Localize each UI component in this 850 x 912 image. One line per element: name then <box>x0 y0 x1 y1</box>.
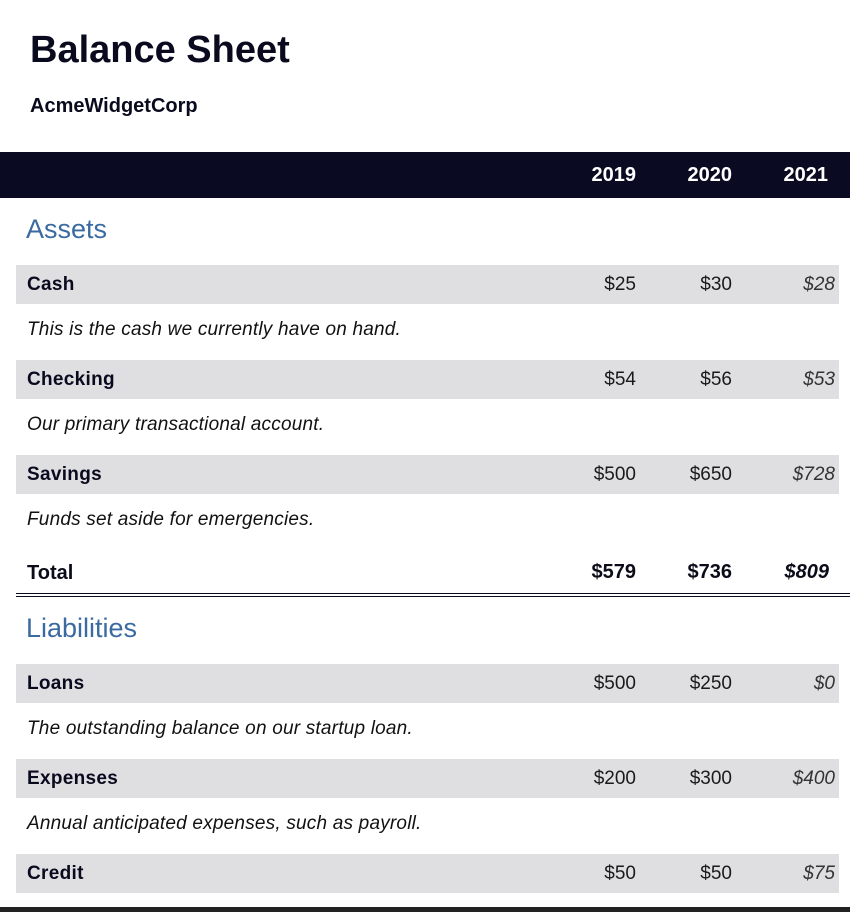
table-row-checking: Checking $54 $56 $53 <box>16 360 839 399</box>
row-value-2021: $0 <box>813 673 835 694</box>
table-row-credit: Credit $50 $50 $75 <box>16 854 839 893</box>
row-value-2020: $250 <box>689 673 732 694</box>
row-value-2019: $50 <box>604 863 636 884</box>
row-value-2019: $54 <box>604 369 636 390</box>
total-value-2019: $579 <box>591 561 637 583</box>
row-label: Checking <box>27 369 115 390</box>
row-value-2019: $200 <box>593 768 636 789</box>
table-row-expenses: Expenses $200 $300 $400 <box>16 759 839 798</box>
row-value-2019: $500 <box>593 464 636 485</box>
row-value-2021: $75 <box>803 863 835 884</box>
company-name: AcmeWidgetCorp <box>30 95 198 117</box>
total-row-assets: Total $579 $736 $809 <box>16 553 850 597</box>
table-row-cash: Cash $25 $30 $28 <box>16 265 839 304</box>
row-value-2020: $650 <box>689 464 732 485</box>
row-label: Credit <box>27 863 84 884</box>
row-value-2021: $53 <box>803 369 835 390</box>
row-description-cash: This is the cash we currently have on ha… <box>27 319 402 340</box>
total-label: Total <box>27 562 74 584</box>
page-title: Balance Sheet <box>30 29 290 71</box>
bottom-border <box>0 907 850 912</box>
row-label: Expenses <box>27 768 119 789</box>
row-value-2019: $25 <box>604 274 636 295</box>
year-header-bar: 2019 2020 2021 <box>0 152 850 198</box>
row-description-expenses: Annual anticipated expenses, such as pay… <box>27 813 422 834</box>
row-description-loans: The outstanding balance on our startup l… <box>27 718 413 739</box>
total-value-2021: $809 <box>784 561 830 583</box>
row-label: Savings <box>27 464 102 485</box>
year-header-2021: 2021 <box>783 164 829 186</box>
row-label: Loans <box>27 673 85 694</box>
row-description-checking: Our primary transactional account. <box>27 414 325 435</box>
section-title-assets: Assets <box>26 214 108 244</box>
section-title-liabilities: Liabilities <box>26 613 138 643</box>
row-value-2020: $50 <box>700 863 732 884</box>
year-header-2019: 2019 <box>591 164 637 186</box>
row-label: Cash <box>27 274 75 295</box>
year-header-2020: 2020 <box>687 164 733 186</box>
row-value-2021: $728 <box>792 464 835 485</box>
table-row-loans: Loans $500 $250 $0 <box>16 664 839 703</box>
row-value-2019: $500 <box>593 673 636 694</box>
row-value-2021: $400 <box>792 768 835 789</box>
row-value-2021: $28 <box>803 274 835 295</box>
total-value-2020: $736 <box>687 561 733 583</box>
row-description-savings: Funds set aside for emergencies. <box>27 509 315 530</box>
table-row-savings: Savings $500 $650 $728 <box>16 455 839 494</box>
row-value-2020: $300 <box>689 768 732 789</box>
row-value-2020: $56 <box>700 369 732 390</box>
row-value-2020: $30 <box>700 274 732 295</box>
